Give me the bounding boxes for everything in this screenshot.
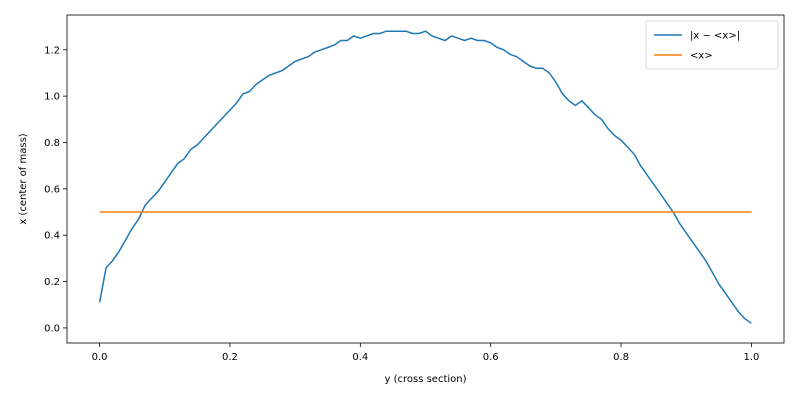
y-tick-label: 0.0 [44, 323, 60, 334]
x-tick-label: 0.0 [92, 352, 108, 363]
x-tick-label: 0.4 [352, 352, 368, 363]
plot-frame [66, 14, 785, 344]
plot-area [66, 14, 785, 344]
series-line-1 [98, 30, 752, 324]
x-axis-label: y (cross section) [384, 374, 466, 385]
y-tick-label: 0.2 [44, 277, 60, 288]
x-axis-ticks: 0.0 0.2 0.4 0.6 0.8 1.0 [92, 343, 759, 363]
y-tick-label: 0.6 [44, 184, 60, 195]
y-tick-label: 0.8 [44, 138, 60, 149]
legend-box [645, 20, 779, 70]
legend: |x − <x>| <x> [645, 20, 779, 70]
y-axis-ticks: 0.0 0.2 0.4 0.6 0.8 1.0 1.2 [44, 45, 67, 334]
x-tick-label: 0.2 [222, 352, 238, 363]
y-tick-label: 1.0 [44, 92, 60, 103]
y-tick-label: 1.2 [44, 45, 60, 56]
x-tick-label: 0.8 [613, 352, 629, 363]
y-axis-label: x (center of mass) [18, 133, 29, 224]
legend-label-1: |x − <x>| [690, 31, 740, 42]
series-layer [98, 30, 752, 324]
legend-label-2: <x> [690, 51, 713, 62]
x-tick-label: 0.6 [483, 352, 499, 363]
y-tick-label: 0.4 [44, 231, 60, 242]
x-tick-label: 1.0 [743, 352, 759, 363]
